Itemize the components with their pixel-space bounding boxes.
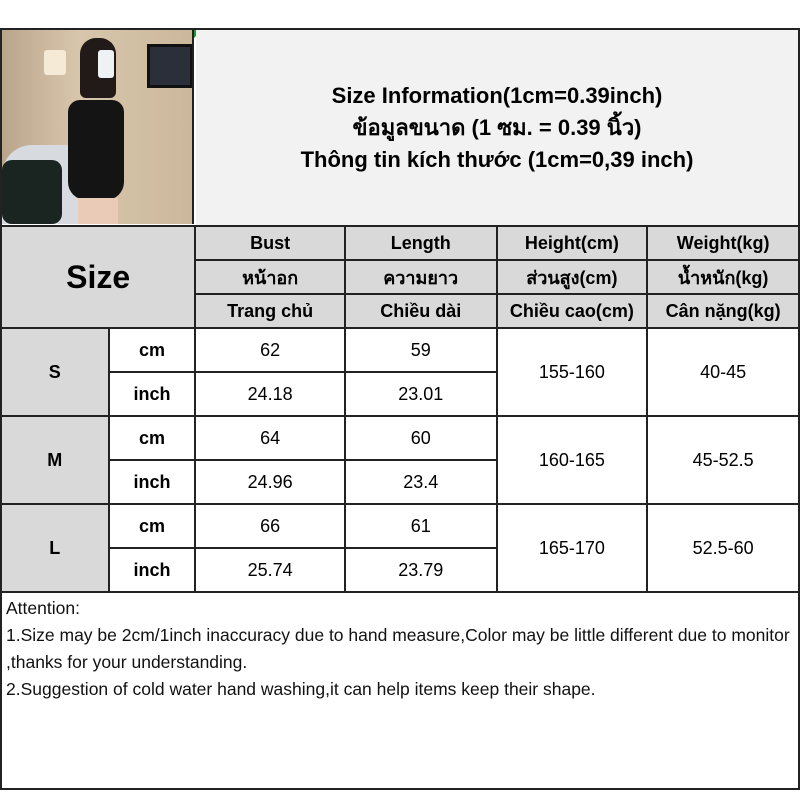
size-label: L [0, 503, 110, 593]
attention-title: Attention: [6, 598, 80, 618]
length-cell: 23.4 [343, 459, 498, 505]
col-bust-vi: Trang chủ [194, 293, 346, 329]
col-height-th: ส่วนสูง(cm) [495, 259, 649, 295]
bust-cell: 66 [194, 503, 346, 549]
unit-cell: cm [107, 327, 197, 373]
unit-cell: cm [107, 503, 197, 549]
size-label: M [0, 415, 110, 505]
height-cell: 165-170 [495, 503, 649, 593]
bust-cell: 64 [194, 415, 346, 461]
bust-cell: 24.96 [194, 459, 346, 505]
height-cell: 155-160 [495, 327, 649, 417]
unit-cell: cm [107, 415, 197, 461]
table-row: inch 24.96 23.4 [1, 459, 799, 505]
height-cell: 160-165 [495, 415, 649, 505]
bust-cell: 62 [194, 327, 346, 373]
table-row: inch 24.18 23.01 [1, 371, 799, 417]
length-cell: 23.79 [343, 547, 498, 593]
header-english: Size Information(1cm=0.39inch) [331, 82, 663, 108]
table-row: M cm 64 60 160-165 45-52.5 [0, 415, 800, 505]
size-label: S [0, 327, 110, 417]
product-photo [2, 30, 194, 224]
header-thai: ข้อมูลขนาด (1 ซม. = 0.39 นิ้ว) [352, 114, 642, 140]
weight-cell: 52.5-60 [646, 503, 800, 593]
col-length-vi: Chiều dài [343, 293, 498, 329]
weight-cell: 45-52.5 [646, 415, 800, 505]
attention-note-2: 2.Suggestion of cold water hand washing,… [6, 679, 596, 699]
col-length-en: Length [343, 225, 498, 261]
unit-cell: inch [107, 371, 197, 417]
length-cell: 61 [343, 503, 498, 549]
col-height-vi: Chiều cao(cm) [495, 293, 649, 329]
unit-cell: inch [107, 547, 197, 593]
col-weight-th: น้ำหนัก(kg) [646, 259, 800, 295]
length-cell: 59 [343, 327, 498, 373]
attention-notes: Attention: 1.Size may be 2cm/1inch inacc… [2, 593, 798, 705]
table-row: S cm 62 59 155-160 40-45 [0, 327, 800, 417]
col-bust-en: Bust [194, 225, 346, 261]
unit-cell: inch [107, 459, 197, 505]
bust-cell: 24.18 [194, 371, 346, 417]
table-row: inch 25.74 23.79 [1, 547, 799, 593]
col-height-en: Height(cm) [495, 225, 649, 261]
size-info-header: Size Information(1cm=0.39inch) ข้อมูลขนา… [196, 30, 798, 225]
table-row: L cm 66 61 165-170 52.5-60 [0, 503, 800, 593]
bust-cell: 25.74 [194, 547, 346, 593]
attention-note-1: 1.Size may be 2cm/1inch inaccuracy due t… [6, 625, 790, 672]
col-weight-vi: Cân nặng(kg) [646, 293, 800, 329]
length-cell: 23.01 [343, 371, 498, 417]
size-header: Size [0, 225, 197, 329]
col-length-th: ความยาว [343, 259, 498, 295]
length-cell: 60 [343, 415, 498, 461]
col-bust-th: หน้าอก [194, 259, 346, 295]
col-weight-en: Weight(kg) [646, 225, 800, 261]
size-table: Size Bust Length Height(cm) Weight(kg) ห… [0, 225, 800, 593]
header-vietnamese: Thông tin kích thước (1cm=0,39 inch) [300, 146, 694, 172]
weight-cell: 40-45 [646, 327, 800, 417]
